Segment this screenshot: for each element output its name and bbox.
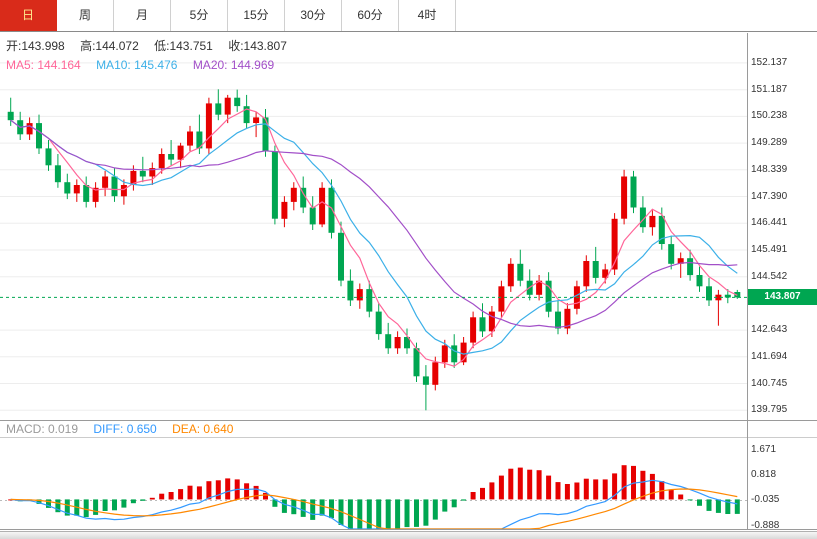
price-axis-label: 148.339 bbox=[751, 163, 788, 175]
diff-value: DIFF: 0.650 bbox=[93, 422, 157, 436]
macd-value: MACD: 0.019 bbox=[6, 422, 79, 436]
price-axis-label: 141.694 bbox=[751, 350, 788, 362]
price-axis-label: 142.643 bbox=[751, 324, 788, 336]
price-axis-label: 147.390 bbox=[751, 190, 788, 202]
open-value: 开:143.998 bbox=[6, 39, 65, 53]
price-axis-label: 149.289 bbox=[751, 137, 788, 149]
ma20-value: MA20: 144.969 bbox=[192, 58, 275, 72]
tab-4hour[interactable]: 4时 bbox=[399, 0, 456, 31]
tab-day[interactable]: 日 bbox=[0, 0, 57, 31]
macd-axis-label: 0.818 bbox=[751, 469, 777, 481]
macd-info: MACD: 0.019 DIFF: 0.650 DEA: 0.640 bbox=[6, 421, 245, 437]
tab-month[interactable]: 月 bbox=[114, 0, 171, 31]
ma10-value: MA10: 145.476 bbox=[96, 58, 178, 72]
tab-week[interactable]: 周 bbox=[57, 0, 114, 31]
close-value: 收:143.807 bbox=[228, 39, 287, 53]
high-value: 高:144.072 bbox=[80, 39, 139, 53]
tab-15min[interactable]: 15分 bbox=[228, 0, 285, 31]
macd-axis-label: 1.671 bbox=[751, 443, 777, 455]
price-axis-label: 144.542 bbox=[751, 270, 788, 282]
tab-30min[interactable]: 30分 bbox=[285, 0, 342, 31]
price-axis-label: 150.238 bbox=[751, 110, 788, 122]
price-axis-label: 140.745 bbox=[751, 377, 788, 389]
ohlc-info: 开:143.998 高:144.072 低:143.751 收:143.807 bbox=[6, 37, 299, 54]
period-tabs: 日周月 5分 15分 30分 60分 4时 bbox=[0, 0, 817, 32]
price-axis-label: 145.491 bbox=[751, 243, 788, 255]
ma5-value: MA5: 144.164 bbox=[6, 58, 81, 72]
current-price-badge: 143.807 bbox=[748, 289, 817, 306]
macd-axis-label: -0.035 bbox=[751, 494, 780, 506]
low-value: 低:143.751 bbox=[154, 39, 213, 53]
tab-60min[interactable]: 60分 bbox=[342, 0, 399, 31]
price-axis-label: 151.187 bbox=[751, 83, 788, 95]
macd-axis-label: -0.888 bbox=[751, 519, 780, 531]
price-axis-label: 152.137 bbox=[751, 56, 788, 68]
dea-value: DEA: 0.640 bbox=[172, 422, 234, 436]
price-axis-label: 146.441 bbox=[751, 217, 788, 229]
tab-5min[interactable]: 5分 bbox=[171, 0, 228, 31]
bottom-scrollbar[interactable] bbox=[0, 531, 817, 539]
ma-info: MA5: 144.164 MA10: 145.476 MA20: 144.969 bbox=[6, 58, 286, 72]
price-axis-label: 139.795 bbox=[751, 404, 788, 416]
